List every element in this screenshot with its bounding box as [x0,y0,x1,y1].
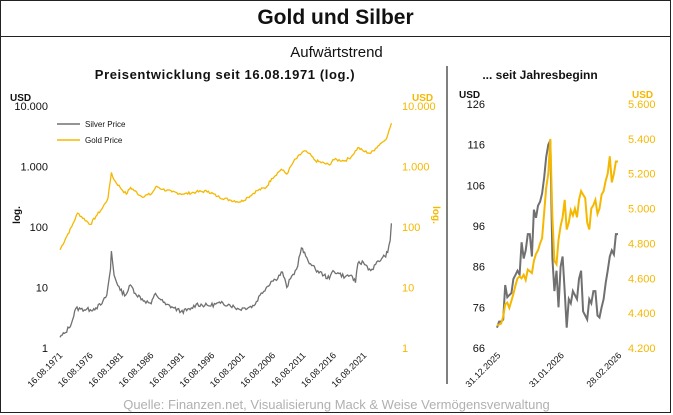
main-left-tick-label: 10.000 [14,101,48,113]
ytd-right-tick-label: 5.000 [628,204,656,216]
main-left-axis-label: log. [12,206,23,224]
legend-silver-label: Silver Price [85,120,126,129]
ytd-left-tick-label: 106 [467,180,485,192]
main-left-tick-label: 1.000 [20,162,48,174]
main-chart-title: Preisentwicklung seit 16.08.1971 (log.) [95,67,355,82]
ytd-right-tick-label: 4.400 [628,308,656,320]
source-note: Quelle: Finanzen.net, Visualisierung Mac… [123,397,550,412]
main-right-tick-label: 1 [402,343,408,355]
ytd-chart-title: ... seit Jahresbeginn [482,68,597,82]
main-left-tick-label: 1 [42,343,48,355]
ytd-right-tick-label: 4.600 [628,273,656,285]
ytd-left-tick-label: 76 [473,302,485,314]
main-right-tick-label: 100 [402,222,420,234]
header-bar: Gold und Silber [0,0,671,37]
main-left-unit: USD [10,93,31,104]
ytd-gold-price-line [496,138,618,327]
silver-price-line [59,223,393,338]
ytd-left-tick-label: 66 [473,343,485,355]
legend-gold-label: Gold Price [85,136,123,145]
ytd-right-tick-label: 5.600 [628,99,656,111]
main-right-tick-label: 1.000 [402,162,430,174]
ytd-x-tick-label: 31.01.2026 [527,350,566,389]
subtitle: Aufwärtstrend [290,44,383,61]
ytd-right-tick-label: 4.200 [628,343,656,355]
ytd-x-tick-label: 31.12.2025 [463,350,502,389]
ytd-left-tick-label: 116 [467,140,485,152]
ytd-right-unit: USD [632,90,653,101]
ytd-x-tick-label: 28.02.2026 [584,350,623,389]
ytd-right-tick-label: 5.200 [628,169,656,181]
ytd-left-tick-label: 96 [473,221,485,233]
main-left-tick-label: 100 [30,222,48,234]
gold-price-line [59,123,393,251]
main-right-tick-label: 10.000 [402,101,436,113]
main-right-tick-label: 10 [402,283,414,295]
ytd-left-unit: USD [459,90,480,101]
ytd-left-tick-label: 86 [473,262,485,274]
main-right-unit: USD [412,93,433,104]
ytd-right-tick-label: 4.800 [628,238,656,250]
main-right-axis-label: log. [430,206,441,224]
ytd-right-tick-label: 5.400 [628,134,656,146]
ytd-left-tick-label: 126 [467,99,485,111]
page-title: Gold und Silber [257,6,414,29]
main-left-tick-label: 10 [36,283,48,295]
ytd-silver-price-line [496,140,618,329]
